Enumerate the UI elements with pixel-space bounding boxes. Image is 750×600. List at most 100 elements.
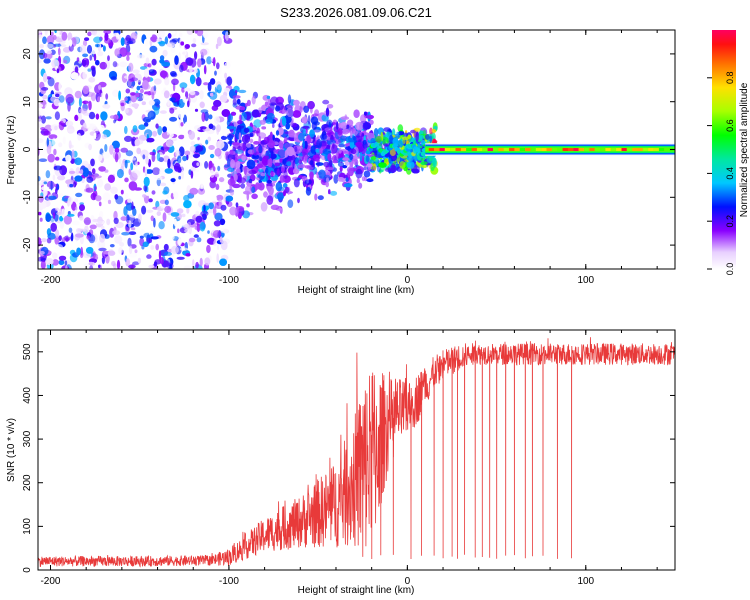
heatmap-cell	[153, 78, 162, 85]
heatmap-cell	[158, 221, 165, 230]
carrier-core	[551, 148, 558, 151]
heatmap-cell	[104, 32, 109, 41]
heatmap-cell	[200, 183, 204, 188]
colorbar-gradient	[712, 30, 736, 269]
heatmap-cell	[67, 200, 70, 207]
colorbar-tick-label: 0.4	[725, 167, 735, 180]
heatmap-cell	[189, 145, 196, 153]
heatmap-cell	[114, 152, 119, 163]
heatmap-cell	[183, 200, 192, 209]
heatmap-cell	[397, 124, 404, 133]
heatmap-cell	[112, 61, 118, 68]
heatmap-cell	[88, 234, 96, 244]
heatmap-cell	[115, 32, 120, 40]
heatmap-cell	[366, 163, 373, 168]
heatmap-cell	[194, 68, 198, 74]
snr-frame	[37, 329, 676, 571]
heatmap-cell	[126, 40, 134, 45]
heatmap-cell	[332, 160, 339, 164]
heatmap-cell	[55, 207, 59, 211]
heatmap-cell	[56, 211, 63, 216]
heatmap-cell	[310, 145, 316, 154]
heatmap-cell	[78, 223, 86, 227]
carrier-core	[514, 148, 520, 151]
heatmap-cell	[183, 265, 192, 269]
heatmap-cell	[45, 43, 54, 49]
heatmap-cell	[189, 90, 196, 96]
carrier-core	[557, 148, 563, 151]
heatmap-cell	[167, 158, 171, 169]
heatmap-cell	[337, 129, 343, 135]
heatmap-cell	[414, 127, 421, 132]
heatmap-cell	[43, 72, 48, 83]
heatmap-cell	[152, 130, 158, 137]
heatmap-cell	[88, 100, 92, 111]
heatmap-cell	[163, 243, 169, 251]
heatmap-cell	[216, 253, 219, 263]
heatmap-cell	[197, 137, 200, 141]
carrier-core	[535, 148, 542, 151]
heatmap-cell	[88, 123, 97, 129]
heatmap-cell	[145, 192, 151, 196]
heatmap-cell	[194, 108, 199, 112]
heatmap-cell	[58, 47, 61, 56]
heatmap-cell	[159, 59, 165, 64]
heatmap-cell	[236, 168, 240, 173]
heatmap-cell	[43, 52, 48, 59]
heatmap-cell	[38, 195, 44, 203]
heatmap-cell	[195, 215, 203, 223]
heatmap-cell	[38, 237, 42, 247]
heatmap-cell	[285, 123, 291, 130]
heatmap-cell	[41, 115, 46, 124]
heatmap-cell	[173, 162, 181, 172]
heatmap-cell	[164, 149, 168, 152]
heatmap-cell	[46, 49, 52, 55]
heatmap-cell	[276, 168, 280, 175]
heatmap-cell	[159, 110, 167, 114]
heatmap-cell	[214, 70, 217, 76]
heatmap-cell	[128, 168, 132, 176]
heatmap-cell	[148, 100, 155, 106]
carrier-core	[589, 148, 595, 151]
heatmap-cell	[349, 153, 354, 160]
heatmap-cell	[212, 166, 216, 172]
carrier-core	[450, 148, 456, 151]
heatmap-cell	[145, 169, 154, 174]
heatmap-cell	[181, 213, 186, 218]
heatmap-cell	[52, 212, 56, 220]
heatmap-cell	[352, 130, 358, 136]
heatmap-cell	[342, 157, 350, 161]
heatmap-cell	[63, 215, 72, 225]
heatmap-cell	[82, 53, 89, 58]
heatmap-cell	[353, 109, 360, 118]
heatmap-cell	[195, 77, 202, 87]
heatmap-cell	[53, 44, 56, 48]
heatmap-cell	[194, 51, 198, 60]
heatmap-cell	[204, 161, 209, 169]
heatmap-cell	[261, 126, 267, 130]
heatmap-cell	[155, 243, 159, 251]
heatmap-cell	[58, 120, 65, 131]
heatmap-cell	[132, 157, 137, 161]
heatmap-cell	[283, 190, 286, 197]
heatmap-cell	[103, 30, 112, 35]
heatmap-cell	[79, 204, 85, 212]
heatmap-cell	[90, 192, 97, 201]
heatmap-cell	[366, 178, 374, 183]
heatmap-cell	[128, 62, 134, 72]
heatmap-cell	[184, 150, 191, 156]
heatmap-cell	[235, 161, 241, 169]
heatmap-cell	[81, 210, 89, 214]
heatmap-cell	[286, 105, 294, 109]
heatmap-cell	[97, 51, 104, 57]
heatmap-cell	[150, 36, 157, 42]
heatmap-cell	[82, 167, 90, 177]
heatmap-cell	[301, 116, 308, 124]
heatmap-cell	[58, 255, 67, 261]
carrier-core	[616, 148, 622, 151]
heatmap-cell	[329, 159, 333, 167]
carrier-core	[653, 148, 659, 151]
heatmap-cell	[179, 32, 183, 38]
heatmap-cell	[322, 99, 330, 105]
